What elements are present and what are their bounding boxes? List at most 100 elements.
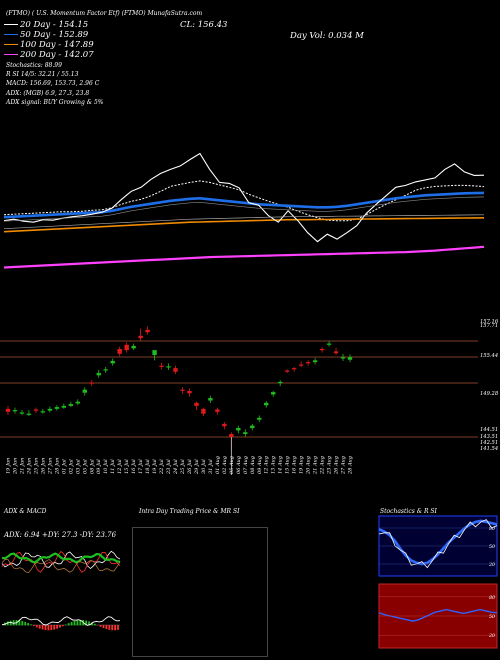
date-tick-label: 09 Aug — [257, 456, 263, 474]
date-tick-label: 26 Jun — [40, 458, 46, 475]
date-tick-label: 21 Aug — [313, 456, 319, 475]
ma100-line — [3, 217, 485, 233]
candle-body — [96, 372, 101, 376]
date-tick-label: 02 Aug — [222, 456, 228, 474]
intraday-frame — [132, 527, 268, 657]
date-tick-label: 25 Jul — [180, 459, 186, 475]
macd-text: MACD: 156.69, 153.73, 2.96 C — [6, 80, 100, 87]
price-tick-label: 155.44 — [480, 353, 498, 359]
ma50-label: 50 Day - 152.89 — [20, 30, 89, 40]
date-tick-label: 16 Jul — [131, 459, 137, 474]
adx-panel-title: ADX & MACD — [4, 508, 47, 515]
adx-macd-panel: ADX & MACD ADX: 6.94 +DY: 27.3 -DY: 23.7… — [0, 508, 124, 660]
close-price: CL: 156.43 — [180, 20, 228, 30]
candle-body — [40, 411, 46, 413]
candle-body — [319, 348, 325, 351]
date-tick-label: 22 Jul — [159, 459, 165, 475]
date-tick-label: 27 Aug — [341, 456, 347, 475]
date-tick-label: 29 Jul — [194, 459, 200, 475]
intraday-panel: Intra Day Trading Price & MR SI — [127, 508, 372, 660]
date-tick-label: 24 Jul — [173, 459, 179, 475]
candle-body — [12, 410, 18, 412]
date-tick-label: 13 Aug — [271, 456, 277, 474]
candle-body — [278, 381, 283, 384]
stochastic-text: Stochastics: 88.99 — [6, 62, 62, 69]
candle-body — [298, 364, 304, 366]
stochastic-title: Stochastics & R SI — [380, 508, 437, 515]
candle-body — [75, 401, 80, 404]
candle-body — [82, 389, 87, 393]
candle-body — [250, 425, 255, 429]
date-tick-label: 09 Jul — [96, 459, 102, 474]
ma100-label: 100 Day - 147.89 — [20, 40, 94, 50]
header-line-left: (FTMO) ( U.S. Momentum Factor Etf) (FTMO… — [6, 10, 203, 17]
ma20-label: 20 Day - 154.15 — [20, 20, 89, 30]
candle-body — [264, 402, 269, 406]
extra-average-line — [3, 214, 485, 230]
candle-body — [333, 351, 339, 354]
date-tick-label: 26 Aug — [334, 456, 340, 475]
date-tick-label: 10 Jul — [103, 459, 109, 474]
candle-body — [201, 408, 206, 414]
date-tick-label: 03 Jul — [75, 459, 81, 474]
ma100-swatch — [4, 43, 18, 46]
candle-body — [54, 407, 60, 409]
candle-body — [145, 329, 150, 333]
candle-body — [159, 365, 164, 367]
si-text: R SI 14/5: 32.21 / 55.13 — [6, 71, 79, 78]
adx-text: ADX: (MGB) 6.9, 27.3, 23.8 — [6, 90, 90, 97]
candle-body — [305, 362, 311, 364]
candle-body — [33, 409, 39, 411]
candle-body — [347, 357, 353, 360]
date-tick-label: 20 Aug — [306, 456, 312, 475]
ma50-legend: 50 Day - 152.89 — [4, 30, 88, 40]
adx-signal-text: ADX signal: BUY Growing & 5% — [6, 99, 104, 106]
price-tick-label: 141.54 — [480, 446, 498, 452]
date-tick-label: 17 Jul — [138, 459, 144, 474]
candle-body — [284, 370, 290, 372]
date-tick-label: 23 Aug — [327, 456, 333, 475]
candle-body — [124, 344, 129, 351]
candle-body — [103, 369, 108, 371]
adx-panel-values: ADX: 6.94 +DY: 27.3 -DY: 23.76 — [4, 531, 117, 539]
price-tick-label: 143.51 — [480, 434, 498, 440]
date-tick-label: 19 Jun — [6, 458, 12, 474]
date-tick-label: 26 Jul — [187, 459, 193, 475]
stochastic-panel: Stochastics & R SI — [376, 508, 500, 660]
ma50-swatch — [4, 33, 18, 36]
candle-body — [208, 398, 213, 401]
date-tick-label: 28 Aug — [348, 456, 354, 475]
extra-average-line — [3, 196, 485, 222]
candle-body — [131, 345, 136, 349]
chart-title-line: (FTMO) ( U.S. Momentum Factor Etf) (FTMO… — [6, 10, 202, 17]
candle-body — [47, 408, 53, 411]
ma20-swatch — [4, 23, 18, 26]
date-tick-label: 11 Jul — [110, 459, 116, 474]
date-tick-label: 23 Jul — [166, 459, 172, 475]
date-tick-label: 24 Jun — [26, 458, 32, 475]
price-tick-label: 157.71 — [480, 323, 498, 329]
date-tick-label: 15 Jul — [124, 459, 130, 474]
candle-body — [340, 357, 346, 359]
date-tick-label: 12 Aug — [264, 456, 270, 474]
candle-body — [236, 428, 241, 431]
candle-body — [68, 404, 74, 406]
date-tick-label: 01 Aug — [215, 456, 221, 474]
intraday-title: Intra Day Trading Price & MR SI — [139, 508, 240, 515]
ma200-legend: 200 Day - 142.07 — [4, 50, 94, 60]
date-tick-label: 20 Jun — [13, 458, 19, 475]
date-tick-label: 06 Aug — [236, 456, 242, 474]
candle-body — [194, 402, 199, 406]
candle-body — [215, 409, 220, 412]
ma50-line — [3, 191, 485, 219]
date-tick-label: 22 Aug — [320, 456, 326, 475]
date-tick-label: 05 Aug — [229, 456, 235, 474]
candle-body — [229, 434, 234, 438]
date-tick-label: 08 Jul — [89, 459, 95, 474]
ma200-line — [3, 245, 485, 269]
ma200-label: 200 Day - 142.07 — [20, 50, 94, 60]
candle-body — [89, 382, 94, 384]
day-volume: Day Vol: 0.034 M — [290, 31, 364, 41]
date-tick-label: 31 Jul — [208, 459, 214, 474]
candle-body — [5, 408, 11, 412]
